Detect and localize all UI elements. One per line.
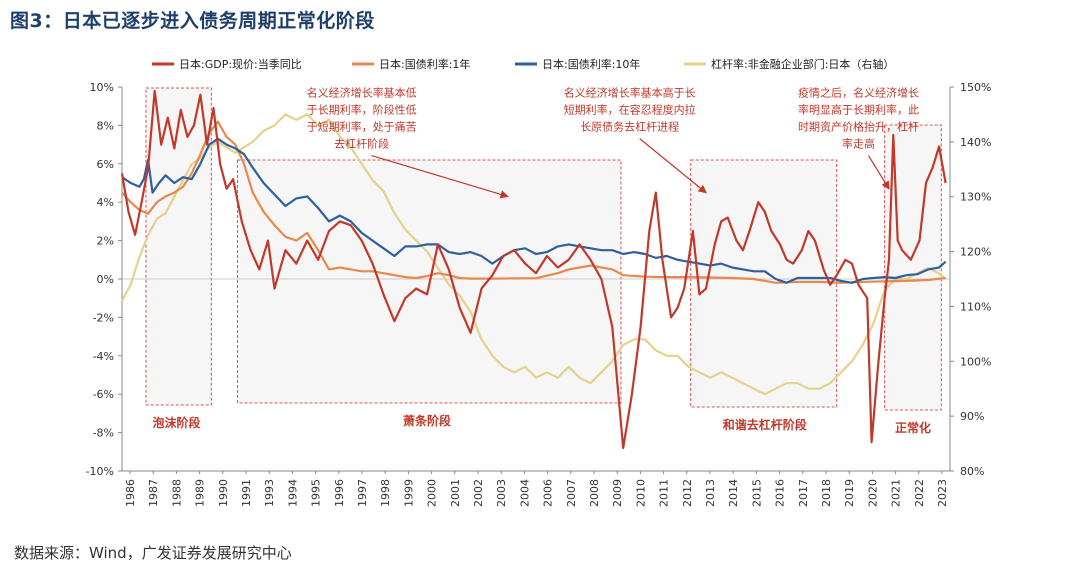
annotation-arrow	[867, 155, 890, 190]
x-tick-label: 2003	[495, 479, 508, 507]
annotation-text: 于长期利率，阶段性低	[307, 103, 417, 117]
annotation-text: 率走高	[842, 137, 875, 151]
y-left-tick-label: -10%	[86, 465, 114, 478]
x-tick-label: 2023	[936, 479, 949, 507]
x-tick-label: 1987	[147, 479, 160, 507]
x-tick-label: 2020	[866, 479, 879, 507]
phase-box	[690, 159, 838, 408]
y-left-tick-label: -8%	[93, 427, 114, 440]
x-tick-label: 2012	[681, 479, 694, 507]
x-tick-label: 1993	[263, 479, 276, 507]
annotation-text: 短期利率，在容忍程度内拉	[564, 103, 696, 117]
y-left-tick-label: 4%	[97, 196, 114, 209]
y-right-tick-label: 120%	[960, 246, 991, 259]
y-right-tick-label: 150%	[960, 81, 991, 94]
series-line	[121, 113, 947, 396]
y-left-tick-label: -2%	[93, 311, 114, 324]
x-tick-label: 1986	[124, 479, 137, 507]
figure-title: 图3：日本已逐步进入债务周期正常化阶段	[10, 10, 375, 32]
x-tick-label: 2015	[750, 479, 763, 507]
x-tick-label: 2019	[843, 479, 856, 507]
x-tick-label: 2013	[704, 479, 717, 507]
y-right-tick-label: 140%	[960, 136, 991, 149]
x-tick-label: 2002	[472, 479, 485, 507]
phase-box	[884, 124, 942, 411]
x-tick-label: 1988	[170, 479, 183, 507]
x-tick-label: 2021	[890, 479, 903, 507]
phase-label: 萧条阶段	[403, 413, 452, 428]
y-left-tick-label: -4%	[93, 350, 114, 363]
y-left-tick-label: 8%	[97, 119, 114, 132]
x-tick-label: 2004	[518, 479, 531, 507]
x-tick-label: 2001	[449, 479, 462, 507]
series-lines	[120, 89, 947, 450]
x-tick-label: 2016	[774, 479, 787, 507]
y-left-tick-label: -6%	[93, 388, 114, 401]
x-tick-label: 1994	[286, 479, 299, 507]
y-right-tick-label: 130%	[960, 191, 991, 204]
x-tick-label: 2010	[634, 479, 647, 507]
x-tick-label: 2018	[820, 479, 833, 507]
x-tick-label: 2007	[565, 479, 578, 507]
y-left-tick-label: 10%	[90, 81, 114, 94]
x-tick-label: 2014	[727, 479, 740, 507]
x-tick-label: 1991	[240, 479, 253, 507]
source-note: 数据来源：Wind，广发证券发展研究中心	[14, 544, 292, 562]
x-tick-label: 2000	[426, 479, 439, 507]
annotation-text: 疫情之后，名义经济增长	[798, 86, 919, 100]
y-right-tick-label: 100%	[960, 355, 991, 368]
series-line	[120, 89, 947, 450]
legend-label: 杠杆率:非金融企业部门:日本（右轴）	[711, 57, 894, 71]
annotation-text: 率明显高于长期利率，此	[798, 103, 919, 117]
annotation-text: 于短期利率，处于痛苦	[307, 120, 417, 134]
annotation-text: 去杠杆阶段	[334, 137, 389, 151]
phase-label: 正常化	[895, 420, 931, 435]
x-tick-label: 1990	[217, 479, 230, 507]
y-left-tick-label: 6%	[97, 158, 114, 171]
x-tick-label: 2011	[658, 479, 671, 507]
x-tick-label: 1998	[379, 479, 392, 507]
y-right-tick-label: 110%	[960, 300, 991, 313]
phase-box	[145, 87, 212, 406]
annotation-text: 时期资产价格抬升，杠杆	[798, 120, 919, 134]
y-left-tick-label: 0%	[97, 273, 114, 286]
phase-label: 泡沫阶段	[152, 415, 201, 430]
x-tick-label: 1995	[310, 479, 323, 507]
x-tick-label: 2009	[611, 479, 624, 507]
annotation-arrow	[639, 138, 707, 194]
x-tick-label: 2022	[913, 479, 926, 507]
x-tick-label: 2017	[797, 479, 810, 507]
axes: -10% -8% -6% -4% -2% 0% 2% 4% 6% 8% 10% 80% 90% 100% 1…	[86, 81, 992, 507]
x-tick-label: 2006	[542, 479, 555, 507]
legend-label: 日本:国债利率:10年	[542, 57, 640, 71]
y-right-tick-label: 90%	[960, 410, 984, 423]
phase-label: 和谐去杠杆阶段	[722, 417, 808, 432]
x-tick-label: 1999	[402, 479, 415, 507]
x-tick-label: 1996	[333, 479, 346, 507]
annotation-arrow	[371, 155, 509, 199]
legend-label: 日本:国债利率:1年	[379, 57, 470, 71]
annotation-text: 长原债务去杠杆进程	[580, 120, 679, 134]
y-right-tick-label: 80%	[960, 465, 984, 478]
legend: 日本:GDP:现价:当季同比 日本:国债利率:1年 日本:国债利率:10年 杠杆率:非…	[152, 57, 894, 71]
legend-label: 日本:GDP:现价:当季同比	[179, 57, 302, 71]
x-tick-label: 1997	[356, 479, 369, 507]
annotation-text: 名义经济增长率基本高于长	[564, 86, 696, 100]
x-tick-label: 1989	[194, 479, 207, 507]
x-tick-label: 2008	[588, 479, 601, 507]
y-left-tick-label: 2%	[97, 235, 114, 248]
annotation-text: 名义经济增长率基本低	[307, 86, 417, 100]
